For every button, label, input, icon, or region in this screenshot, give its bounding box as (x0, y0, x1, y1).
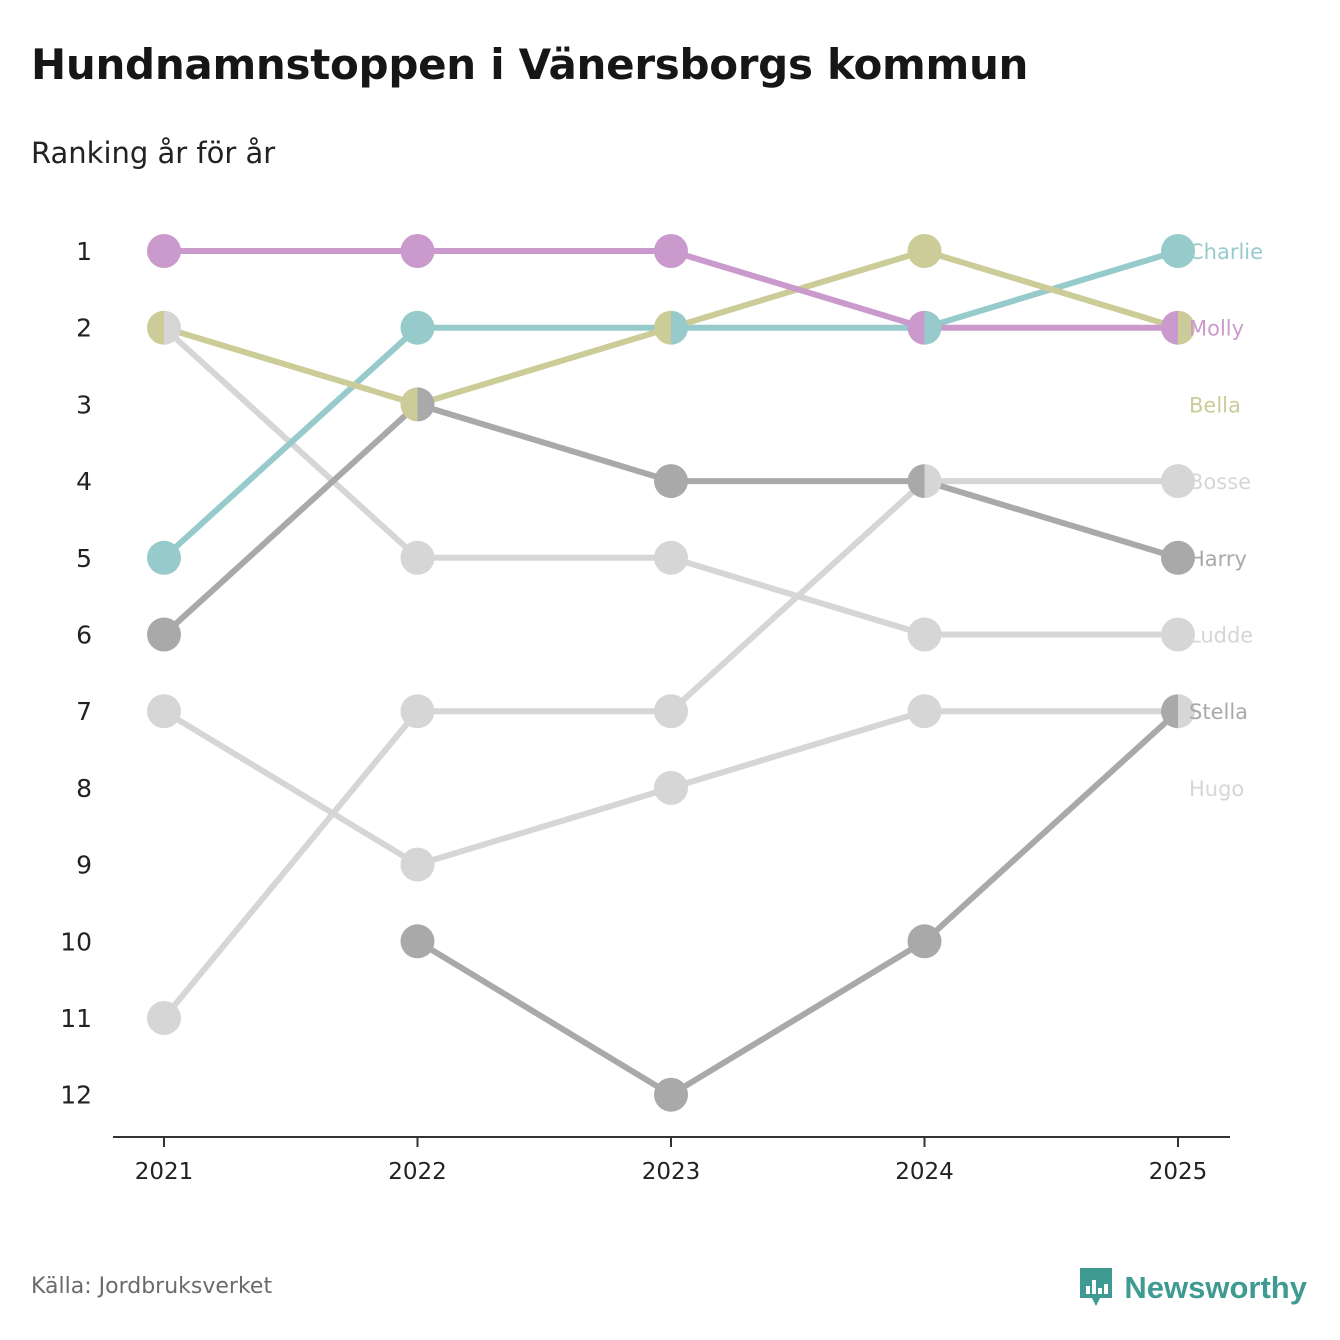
point-harry-2024 (907, 464, 925, 499)
y-tick-label: 5 (76, 544, 92, 573)
y-tick-label: 9 (76, 851, 92, 880)
point-ludde-2021 (164, 310, 181, 345)
y-tick-label: 4 (76, 467, 92, 496)
series-label-stella: Stella (1189, 700, 1248, 724)
chart-title: Hundnamnstoppen i Vänersborgs kommun (31, 40, 1029, 89)
point-hugo-2022 (400, 847, 435, 882)
point-bella-2023 (654, 310, 671, 345)
point-bosse-2022 (400, 694, 435, 729)
point-bosse-2025 (1161, 464, 1195, 499)
point-charlie-2022 (400, 310, 435, 345)
series-label-molly: Molly (1189, 317, 1244, 341)
series-points (147, 234, 1195, 1112)
series-lines (161, 248, 1181, 1098)
point-ludde-2022 (400, 540, 435, 575)
point-stella-2023 (654, 1077, 688, 1112)
point-hugo-2025 (1178, 694, 1195, 729)
point-harry-2025 (1161, 540, 1195, 575)
y-tick-label: 11 (60, 1004, 92, 1033)
y-tick-label: 6 (76, 621, 92, 650)
point-bosse-2023 (654, 694, 688, 729)
series-label-hugo: Hugo (1189, 777, 1244, 801)
x-tick-label: 2022 (388, 1159, 447, 1185)
y-tick-label: 10 (60, 927, 92, 956)
point-charlie-2025 (1161, 234, 1195, 268)
x-axis: 2021 2022 2023 2024 2025 (113, 1136, 1230, 1185)
point-bosse-2021 (147, 1001, 181, 1035)
x-tick-label: 2025 (1149, 1159, 1208, 1185)
x-tick-label: 2024 (895, 1159, 954, 1185)
point-harry-2022 (417, 387, 435, 422)
point-ludde-2024 (907, 617, 942, 652)
series-label-harry: Harry (1189, 547, 1247, 571)
y-tick-label: 1 (76, 237, 92, 266)
point-bella-2025 (1178, 310, 1195, 345)
point-molly-2022 (400, 234, 435, 268)
series-label-bella: Bella (1189, 393, 1241, 417)
point-hugo-2021 (147, 694, 181, 729)
y-tick-label: 2 (76, 314, 92, 343)
point-hugo-2024 (907, 694, 942, 729)
brand-logo: Newsworthy (1078, 1266, 1307, 1310)
point-molly-2025 (1161, 310, 1178, 345)
series-label-ludde: Ludde (1189, 624, 1253, 648)
point-charlie-2021 (147, 540, 181, 575)
y-tick-label: 7 (76, 697, 92, 726)
point-bella-2024 (907, 234, 942, 268)
point-hugo-2023 (654, 770, 688, 805)
point-stella-2022 (400, 924, 435, 959)
point-bosse-2024 (924, 464, 942, 499)
point-charlie-2024 (924, 310, 942, 345)
brand-name: Newsworthy (1124, 1270, 1307, 1305)
point-stella-2024 (907, 924, 942, 959)
chart-subtitle: Ranking år för år (31, 136, 276, 170)
line-harry (161, 401, 1181, 638)
series-label-bosse: Bosse (1189, 470, 1251, 494)
point-bella-2022 (400, 387, 418, 422)
point-bella-2021 (147, 310, 164, 345)
x-tick-label: 2021 (135, 1159, 194, 1185)
series-labels: Charlie Molly Bella Bosse Harry Ludde Stella Hu… (1189, 240, 1263, 801)
point-molly-2021 (147, 234, 181, 268)
point-harry-2023 (654, 464, 688, 499)
point-ludde-2023 (654, 540, 688, 575)
source-note: Källa: Jordbruksverket (31, 1274, 273, 1299)
y-tick-label: 8 (76, 774, 92, 803)
series-label-charlie: Charlie (1189, 240, 1263, 264)
point-molly-2023 (654, 234, 688, 268)
point-stella-2025 (1161, 694, 1178, 729)
x-tick-label: 2023 (642, 1159, 701, 1185)
point-ludde-2025 (1161, 617, 1195, 652)
y-tick-label: 12 (60, 1081, 92, 1110)
line-stella (414, 708, 1181, 1098)
point-harry-2021 (147, 617, 181, 652)
point-molly-2024 (907, 310, 925, 345)
point-charlie-2023 (671, 310, 688, 345)
newsworthy-logo-icon (1080, 1268, 1113, 1306)
y-tick-label: 3 (76, 390, 92, 419)
